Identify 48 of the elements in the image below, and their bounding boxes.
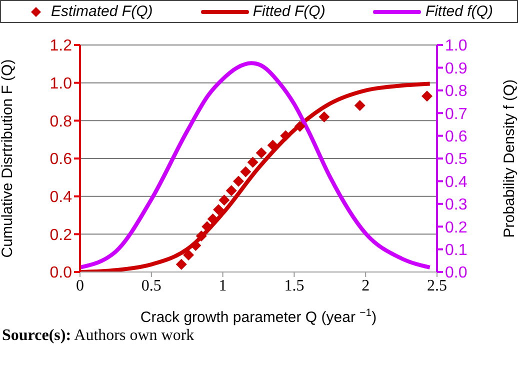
point [183,249,194,260]
point [318,111,330,122]
x-tick-label: 0.5 [141,277,162,294]
y2-tick-label: 0.2 [445,219,468,236]
point [267,140,278,151]
point [213,204,224,216]
legend-label: Fitted f(Q) [425,3,493,20]
y2-tick-label: 0.7 [445,106,468,123]
point [240,166,252,178]
y2-axis-title: Probability Density f (Q) [501,79,518,238]
point [354,100,366,112]
y2-tick-label: 0.4 [445,174,468,191]
x-tick-label: 0 [76,277,84,294]
point [256,147,267,158]
point [176,258,187,270]
y2-tick-label: 0.3 [445,196,468,214]
y2-tick-label: 1.0 [445,38,468,55]
y-axis-title: Cumulative Disrtribution F (Q) [0,59,16,258]
source-note: Source(s): Authors own work [1,327,196,345]
point [226,185,237,196]
point [207,214,218,225]
legend-label: Estimated F(Q) [51,3,153,20]
point [280,130,292,142]
x-axis-title: Crack growth parameter Q (year $^{−1}$) [140,307,377,326]
x-tick-label: 2 [362,277,370,294]
y-tick-label: 0.6 [50,151,72,168]
point [294,120,306,132]
y-tick-label: 1.0 [50,76,72,93]
y-tick-label: 0.0 [50,264,72,282]
point [247,156,258,168]
y2-tick-label: 0.1 [445,242,468,259]
y-tick-label: 0.4 [50,189,72,206]
point [218,194,230,206]
x-tick-label: 1 [218,277,227,294]
y-tick-label: 0.8 [50,113,72,130]
y2-tick-label: 0.6 [445,128,468,146]
point [196,230,207,242]
x-tick-label: 1.5 [284,277,304,294]
y2-tick-label: 0.5 [445,151,468,168]
point [233,176,244,187]
legend-label: Fitted F(Q) [252,3,326,20]
y2-tick-label: 0.9 [445,60,468,78]
y-tick-label: 0.2 [50,226,72,244]
y2-tick-label: 0.8 [445,83,468,100]
y-tick-label: 1.2 [50,38,72,55]
x-tick-label: 2.5 [427,277,447,294]
point [422,90,433,102]
y2-tick-label: 0.0 [445,264,468,282]
